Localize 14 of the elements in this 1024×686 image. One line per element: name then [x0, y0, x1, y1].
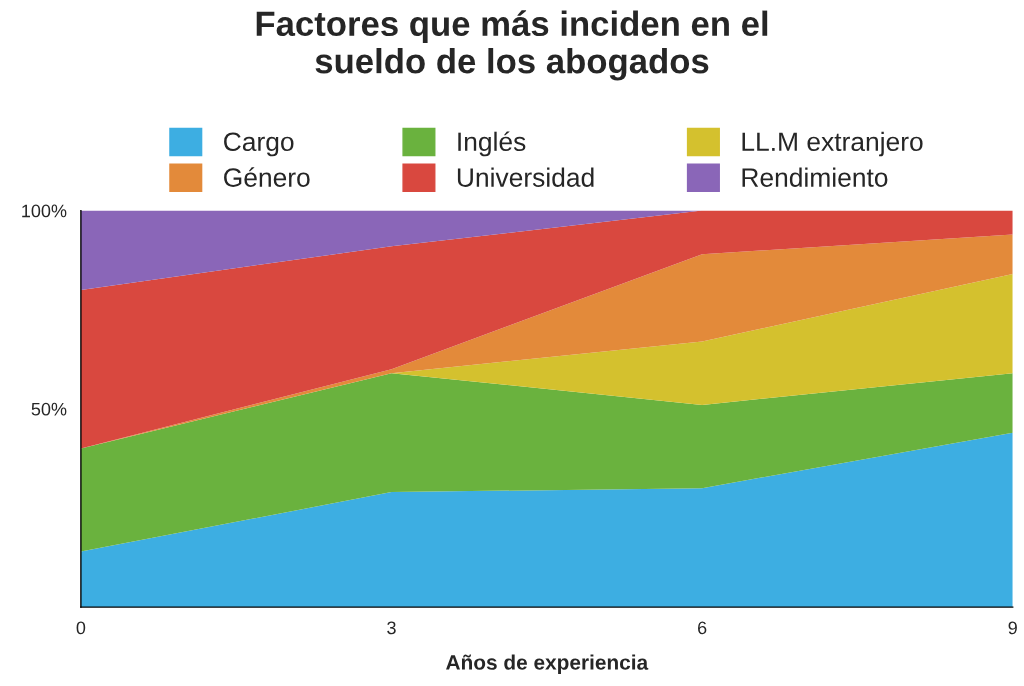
legend-label: Género: [224, 167, 310, 187]
x-tick-label: 0: [76, 621, 86, 635]
x-axis-title: Años de experiencia: [446, 654, 649, 674]
legend-label: Rendimiento: [742, 167, 888, 187]
y-tick-label: 100%: [22, 204, 67, 218]
legend-label: Universidad: [457, 167, 594, 187]
x-tick-label: 3: [387, 621, 396, 635]
legend-label: Inglés: [458, 131, 526, 157]
x-tick-label: 6: [698, 621, 707, 635]
chart-title: Factores que más inciden en el sueldo de los abogados: [256, 10, 768, 81]
legend-label: Cargo: [224, 132, 294, 157]
legend-label: LL.M extranjero: [742, 131, 923, 157]
y-tick-label: 50%: [31, 402, 67, 416]
x-tick-label: 9: [1008, 621, 1017, 635]
